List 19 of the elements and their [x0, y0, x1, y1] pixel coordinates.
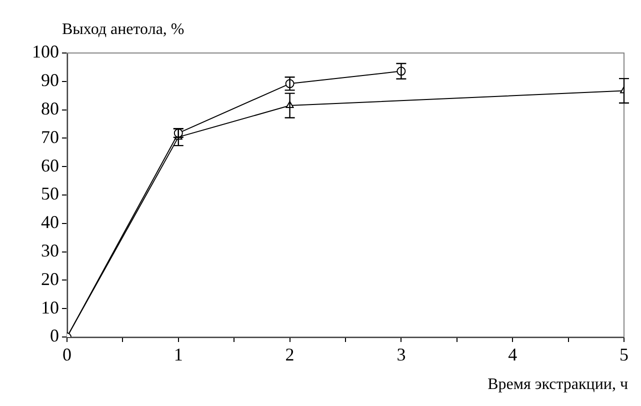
x-axis-title: Время экстракции, ч	[488, 376, 628, 394]
x-tick-label: 3	[396, 344, 406, 365]
y-tick-label: 80	[41, 98, 59, 119]
x-tick-label: 1	[174, 344, 183, 365]
y-tick-label: 50	[41, 184, 59, 204]
x-tick-label: 4	[508, 344, 518, 365]
y-tick-label: 100	[32, 42, 59, 62]
y-tick-label: 30	[41, 240, 59, 261]
y-tick-label: 60	[41, 155, 59, 176]
x-tick-label: 2	[285, 344, 294, 365]
x-tick-label: 0	[62, 344, 72, 365]
y-tick-label: 10	[41, 297, 59, 318]
y-axis-title: Выход анетола, %	[62, 21, 184, 38]
x-tick-label: 5	[620, 344, 628, 365]
y-tick-label: 70	[41, 126, 59, 147]
y-tick-label: 40	[41, 212, 59, 232]
y-tick-label: 90	[41, 70, 59, 90]
y-tick-label: 20	[41, 268, 59, 289]
y-tick-label: 0	[50, 326, 59, 346]
